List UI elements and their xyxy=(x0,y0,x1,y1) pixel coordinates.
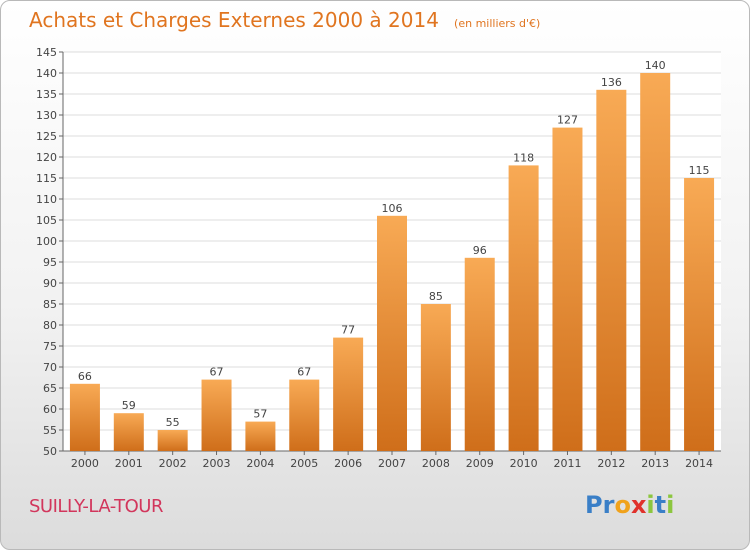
x-tick-label: 2005 xyxy=(290,457,318,470)
data-label: 67 xyxy=(297,366,311,379)
bar xyxy=(552,127,583,451)
bar xyxy=(640,73,671,451)
x-tick-label: 2006 xyxy=(334,457,362,470)
data-label: 115 xyxy=(689,164,710,177)
logo-letter: o xyxy=(614,491,631,519)
data-label: 140 xyxy=(645,59,666,72)
bar xyxy=(377,215,407,451)
bar xyxy=(201,379,232,451)
y-tick-label: 110 xyxy=(36,193,57,206)
y-tick-label: 75 xyxy=(43,340,57,353)
data-label: 127 xyxy=(557,114,578,127)
y-tick-label: 130 xyxy=(36,109,57,122)
bar xyxy=(420,304,451,451)
x-tick-label: 2000 xyxy=(71,457,99,470)
y-tick-label: 140 xyxy=(36,67,57,80)
x-tick-label: 2010 xyxy=(510,457,538,470)
bar xyxy=(245,421,276,451)
bar xyxy=(684,178,715,451)
y-tick-label: 50 xyxy=(43,445,57,458)
y-tick-label: 80 xyxy=(43,319,57,332)
x-tick-label: 2004 xyxy=(246,457,274,470)
logo-letter: r xyxy=(602,491,615,519)
logo-letter: P xyxy=(585,491,603,519)
unit-note: (en milliers d'€) xyxy=(454,17,541,30)
data-label: 55 xyxy=(166,416,180,429)
data-label: 77 xyxy=(341,324,355,337)
y-tick-label: 120 xyxy=(36,151,57,164)
data-label: 118 xyxy=(513,151,534,164)
data-label: 66 xyxy=(78,370,92,383)
y-tick-label: 135 xyxy=(36,88,57,101)
bar xyxy=(596,89,627,452)
x-tick-label: 2011 xyxy=(553,457,581,470)
x-tick-label: 2008 xyxy=(422,457,450,470)
y-tick-label: 60 xyxy=(43,403,57,416)
data-label: 136 xyxy=(601,76,622,89)
bar xyxy=(464,257,495,451)
bar xyxy=(113,413,144,451)
y-tick-label: 105 xyxy=(36,214,57,227)
y-tick-label: 115 xyxy=(36,172,57,185)
title-text: Achats et Charges Externes 2000 à 2014 xyxy=(29,8,439,32)
y-tick-label: 95 xyxy=(43,256,57,269)
bar xyxy=(289,379,320,451)
bar xyxy=(333,337,364,451)
data-label: 59 xyxy=(122,399,136,412)
data-label: 96 xyxy=(473,244,487,257)
y-tick-label: 145 xyxy=(36,46,57,59)
bar xyxy=(157,430,188,451)
y-tick-label: 100 xyxy=(36,235,57,248)
proxiti-logo: Proxiti xyxy=(585,491,674,519)
logo-letter: i xyxy=(646,491,655,519)
data-label: 57 xyxy=(253,408,267,421)
chart-title: Achats et Charges Externes 2000 à 2014 (… xyxy=(29,8,540,32)
x-tick-label: 2014 xyxy=(685,457,713,470)
data-label: 85 xyxy=(429,290,443,303)
x-tick-label: 2012 xyxy=(597,457,625,470)
y-tick-label: 85 xyxy=(43,298,57,311)
bar xyxy=(508,165,539,451)
y-tick-label: 65 xyxy=(43,382,57,395)
x-tick-label: 2002 xyxy=(159,457,187,470)
y-tick-label: 55 xyxy=(43,424,57,437)
x-tick-label: 2013 xyxy=(641,457,669,470)
y-tick-label: 90 xyxy=(43,277,57,290)
data-label: 106 xyxy=(382,202,403,215)
data-label: 67 xyxy=(210,366,224,379)
x-tick-label: 2003 xyxy=(203,457,231,470)
x-tick-label: 2001 xyxy=(115,457,143,470)
x-tick-label: 2007 xyxy=(378,457,406,470)
x-tick-label: 2009 xyxy=(466,457,494,470)
logo-letter: x xyxy=(630,491,647,519)
commune-name: SUILLY-LA-TOUR xyxy=(29,496,163,517)
y-tick-label: 70 xyxy=(43,361,57,374)
y-tick-label: 125 xyxy=(36,130,57,143)
logo-letter: i xyxy=(666,491,675,519)
logo-letter: t xyxy=(654,491,667,519)
bar xyxy=(69,383,100,451)
